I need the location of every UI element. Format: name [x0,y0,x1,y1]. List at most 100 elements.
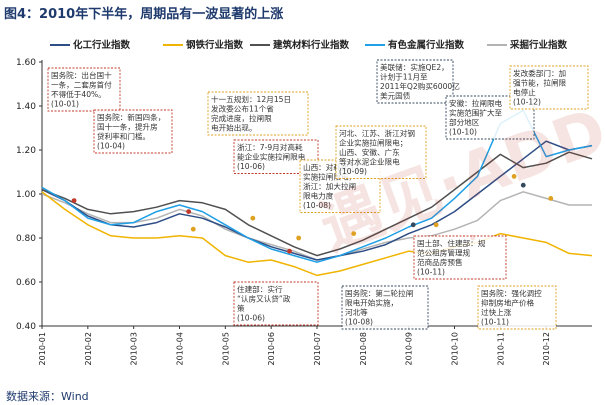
event-marker [548,196,554,201]
x-tick-label: 2010-07 [313,332,322,365]
annotation-line: 实施拉闸限电， [303,172,356,182]
event-marker [250,215,256,221]
event-marker [351,231,357,237]
annotation-line: 电停止 [513,87,536,97]
annotation-line: 完成进度，拉闸限 [211,113,272,123]
annotation-line: 河北、江苏、浙江对钢 [339,128,415,138]
y-tick-label: 0.40 [16,322,36,332]
annotation-line: 不得低于40%。 [51,89,106,99]
annotation-line: (10-06) [237,162,265,171]
series-line-steel [41,191,593,277]
annotation-line: 浙江：7-9月对高耗 [237,142,303,152]
x-tick-label: 2010-05 [221,332,230,365]
annotation-line: 美元国债 [380,91,411,101]
annotation-line: 范公租房管理规 [417,248,471,258]
annotation-line: 国务院：新国四条， [97,112,165,122]
annotation-line: 计划于11月至 [380,72,428,82]
x-tick-label: 2010-02 [84,332,93,365]
annotation-line: 能企业实施拉闸限电 [237,152,306,162]
annotation-line: 山西：对耗能工厂 [303,162,364,172]
y-tick-label: 1.60 [16,58,36,68]
annotation-line: 抑制房地产价格 [481,298,535,308]
annotation-box [509,65,589,110]
annotation-line: 一条，二套房首付 [51,80,112,90]
legend: 化工行业指数 钢铁行业指数 建筑材料行业指数 有色金属行业指数 采掘行业指数 [50,39,568,51]
annotation-line: 策 [237,303,245,313]
event-marker [520,182,526,188]
annotation-line: 实施范围扩大至 [449,108,503,118]
series-line-construction [41,151,593,257]
annotation-line: “认房又认贷”政 [237,294,291,304]
annotation-box [413,235,507,280]
legend-label-nonferrous: 有色金属行业指数 [388,39,465,51]
annotation-line: 企业实施拉闸限电； [339,138,407,148]
legend-label-construction: 建筑材料行业指数 [272,39,350,51]
annotation-line: (10-12) [513,98,541,107]
annotation-line: 国务院：出台国十 [51,70,112,80]
annotation-line: (10-06) [237,314,265,323]
figure-title: 图4：2010年下半年，周期品有一波显著的上涨 [4,7,284,22]
event-marker [296,235,302,241]
x-tick-label: 2010-04 [176,332,185,365]
annotation-line: 国务院：强化调控 [481,288,542,298]
y-tick-label: 1.40 [16,102,36,112]
annotation-box [477,285,557,330]
legend-label-steel: 钢铁行业指数 [186,39,244,51]
x-tick-label: 2010-08 [359,332,368,365]
legend-label-chem: 化工行业指数 [73,39,131,51]
annotation-box [47,67,121,112]
annotation-box [207,91,309,136]
annotation-line: (10-01) [51,100,79,109]
annotation-line: 国务院：第二轮拉闸 [345,288,413,298]
y-tick-label: 0.60 [16,278,36,288]
y-tick-label: 1.20 [16,146,36,156]
x-tick-label: 2010-09 [405,332,414,365]
event-marker [410,222,416,228]
annotation-line: (10-04) [97,142,125,151]
y-tick-label: 0.80 [16,234,36,244]
annotation-line: 河北等 [345,307,368,317]
annotation-box [335,125,427,179]
annotation-line: (10-08) [345,318,373,327]
annotation-line: 十一五规划：12月15日 [211,94,291,104]
annotation-line: 限电开始实施， [345,298,398,308]
annotation-line: (10-09) [339,167,367,176]
annotation-line: 发改委部门：加 [513,68,566,78]
annotation-box [93,109,173,154]
annotation-line: 浙江：加大拉闸 [303,181,356,191]
annotation-line: 贷利率和门槛。 [97,131,150,141]
annotation-line: 国土部、住建部：规 [417,238,486,248]
annotation-a10: 住建部：实行“认房又认贷”政策(10-06) [233,281,319,326]
annotation-line: 住建部：实行 [237,284,283,294]
annotation-line: 美联储：实施QE2， [380,62,449,72]
annotation-line: (10-11) [481,318,509,327]
annotation-box [233,281,319,326]
annotation-line: 发改委公布11个省 [211,104,274,114]
annotation-line: 山西、安徽、广东 [339,147,400,157]
annotation-line: 等对水泥企业限电 [339,157,400,167]
event-marker [71,198,77,204]
event-marker [433,222,439,228]
legend-label-mining: 采掘行业指数 [509,39,568,51]
x-tick-label: 2010-06 [267,332,276,365]
annotation-line: 电开始出现。 [211,123,257,133]
annotation-line: (10-10) [449,128,477,137]
annotation-line: 范商品房预售 [417,257,463,267]
data-source: 数据来源：Wind [6,390,89,403]
y-tick-label: 1.00 [16,190,36,200]
event-marker [186,209,192,215]
annotation-line: 过快上涨 [481,307,512,317]
event-markers [71,174,554,254]
x-tick-label: 2010-10 [451,332,460,365]
x-tick-label: 2010-11 [496,332,505,365]
annotation-line: 部分地区 [449,117,480,127]
x-tick-label: 2010-12 [542,332,551,365]
